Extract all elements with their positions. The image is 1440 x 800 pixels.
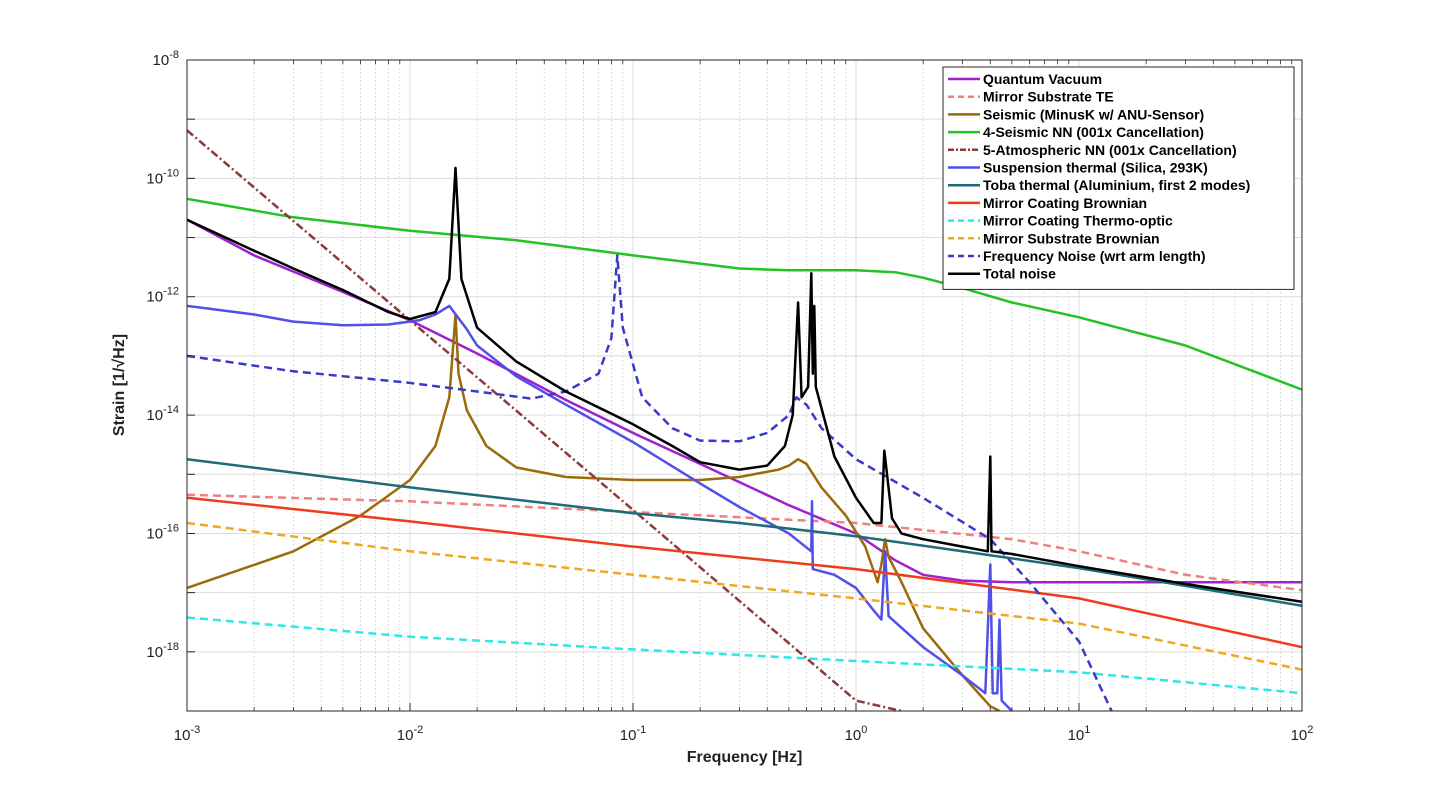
legend-label: Mirror Coating Thermo-optic bbox=[983, 213, 1173, 229]
legend-label: Frequency Noise (wrt arm length) bbox=[983, 248, 1205, 264]
legend-item[interactable]: Toba thermal (Aluminium, first 2 modes) bbox=[948, 177, 1250, 193]
legend-item[interactable]: Frequency Noise (wrt arm length) bbox=[948, 248, 1205, 264]
series-line-1 bbox=[187, 493, 1302, 592]
y-tick-base: 10 bbox=[153, 52, 170, 69]
series-line-5 bbox=[187, 304, 1013, 711]
y-tick-label: 10-8 bbox=[153, 49, 179, 69]
series-line-7 bbox=[187, 496, 1302, 649]
axis-ticks bbox=[186, 59, 1303, 712]
x-tick-label: 100 bbox=[845, 724, 868, 744]
legend-label: Total noise bbox=[983, 266, 1056, 282]
series-line-11 bbox=[187, 166, 1302, 604]
x-tick-label: 10-2 bbox=[397, 724, 423, 744]
legend-item[interactable]: Mirror Coating Brownian bbox=[948, 195, 1147, 211]
y-tick-base: 10 bbox=[146, 170, 163, 187]
series-line-4 bbox=[187, 129, 902, 711]
x-axis-label: Frequency [Hz] bbox=[687, 749, 803, 766]
y-axis-label: Strain [1/√Hz] bbox=[111, 334, 128, 436]
legend-item[interactable]: Seismic (MinusK w/ ANU-Sensor) bbox=[948, 106, 1204, 122]
plot-frame bbox=[186, 59, 1303, 712]
x-tick-base: 10 bbox=[1291, 727, 1308, 744]
legend-label: 5-Atmospheric NN (001x Cancellation) bbox=[983, 142, 1237, 158]
legend-item[interactable]: Quantum Vacuum bbox=[948, 71, 1102, 87]
legend-label: Toba thermal (Aluminium, first 2 modes) bbox=[983, 177, 1250, 193]
legend-item[interactable]: 4-Seismic NN (001x Cancellation) bbox=[948, 124, 1204, 140]
x-tick-label: 101 bbox=[1068, 724, 1091, 744]
x-tick-exponent: 2 bbox=[1307, 724, 1313, 736]
y-tick-base: 10 bbox=[146, 644, 163, 661]
legend-label: 4-Seismic NN (001x Cancellation) bbox=[983, 124, 1204, 140]
y-tick-exponent: -8 bbox=[169, 49, 179, 61]
x-tick-exponent: 1 bbox=[1084, 724, 1090, 736]
legend-label: Mirror Coating Brownian bbox=[983, 195, 1147, 211]
x-tick-exponent: -1 bbox=[636, 724, 646, 736]
legend-label: Mirror Substrate Brownian bbox=[983, 230, 1160, 246]
x-tick-label: 10-1 bbox=[620, 724, 646, 744]
series-line-2 bbox=[187, 313, 1001, 711]
y-tick-exponent: -12 bbox=[163, 286, 179, 298]
y-tick-exponent: -10 bbox=[163, 167, 179, 179]
legend-item[interactable]: Total noise bbox=[948, 266, 1056, 282]
series-line-3 bbox=[187, 197, 1302, 391]
series-line-6 bbox=[187, 457, 1302, 608]
legend-label: Mirror Substrate TE bbox=[983, 89, 1114, 105]
y-tick-label: 10-12 bbox=[146, 286, 179, 306]
legend-label: Seismic (MinusK w/ ANU-Sensor) bbox=[983, 106, 1204, 122]
legend-label: Suspension thermal (Silica, 293K) bbox=[983, 160, 1208, 176]
x-tick-base: 10 bbox=[620, 727, 637, 744]
x-tick-exponent: 0 bbox=[861, 724, 867, 736]
y-tick-exponent: -16 bbox=[163, 522, 179, 534]
y-tick-label: 10-14 bbox=[146, 404, 179, 424]
x-tick-base: 10 bbox=[1068, 727, 1085, 744]
y-tick-exponent: -14 bbox=[163, 404, 179, 416]
x-tick-label: 102 bbox=[1291, 724, 1314, 744]
y-tick-base: 10 bbox=[146, 289, 163, 306]
legend-item[interactable]: Mirror Coating Thermo-optic bbox=[948, 213, 1173, 229]
x-tick-base: 10 bbox=[397, 727, 414, 744]
y-tick-base: 10 bbox=[146, 407, 163, 424]
legend[interactable]: Quantum Vacuum Mirror Substrate TESeismic… bbox=[942, 66, 1295, 290]
legend-item[interactable]: Suspension thermal (Silica, 293K) bbox=[948, 160, 1208, 176]
legend-item[interactable]: Mirror Substrate Brownian bbox=[948, 230, 1160, 246]
series-line-10 bbox=[187, 254, 1113, 711]
series-layer bbox=[187, 129, 1302, 711]
y-tick-label: 10-16 bbox=[146, 522, 179, 542]
y-tick-label: 10-10 bbox=[146, 167, 179, 187]
x-tick-exponent: -3 bbox=[190, 724, 200, 736]
y-tick-label: 10-18 bbox=[146, 641, 179, 661]
legend-label: Quantum Vacuum bbox=[983, 71, 1102, 87]
x-tick-labels: 10-3 10-2 10-1 100 101 102 bbox=[174, 724, 1314, 744]
legend-item[interactable]: Mirror Substrate TE bbox=[948, 89, 1114, 105]
x-tick-exponent: -2 bbox=[413, 724, 423, 736]
x-tick-base: 10 bbox=[174, 727, 191, 744]
series-line-8 bbox=[187, 616, 1302, 695]
legend-item[interactable]: 5-Atmospheric NN (001x Cancellation) bbox=[948, 142, 1237, 158]
x-tick-base: 10 bbox=[845, 727, 862, 744]
series-line-9 bbox=[187, 521, 1302, 671]
y-tick-base: 10 bbox=[146, 525, 163, 542]
y-tick-exponent: -18 bbox=[163, 641, 179, 653]
x-tick-label: 10-3 bbox=[174, 724, 200, 744]
legend-box bbox=[942, 66, 1295, 290]
